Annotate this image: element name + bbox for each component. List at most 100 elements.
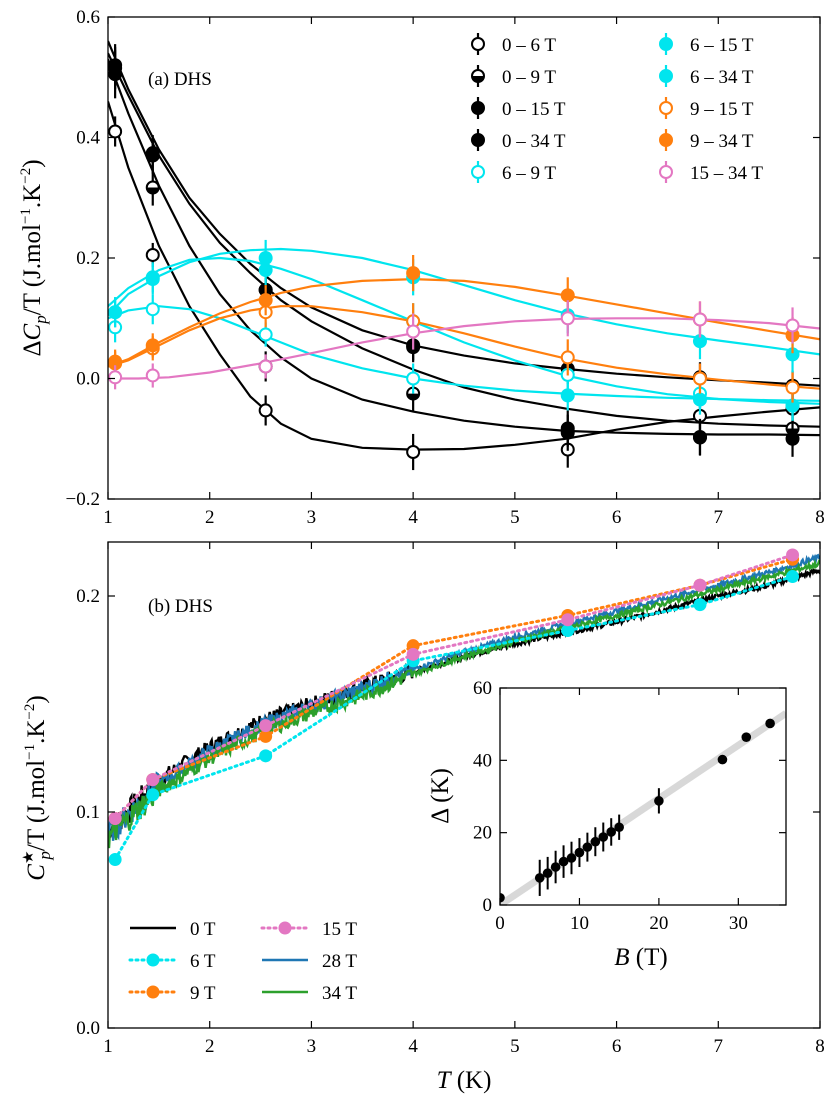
data-point-series-0-6 xyxy=(258,403,273,418)
fit-curve-series-9-34 xyxy=(108,277,820,368)
data-point-series-9-34 xyxy=(258,293,273,308)
inset-plot-area xyxy=(500,710,786,905)
legend-entry: 28 T xyxy=(262,951,357,972)
panel-b-plot-area xyxy=(108,548,820,867)
legend-marker xyxy=(659,69,673,83)
inset-gap-vs-field: 0 10 20 30 0 20 40 60 Δ (K) B (T) xyxy=(427,678,787,971)
data-point-series-6-9 xyxy=(145,302,160,317)
data-point-series-0-15 xyxy=(785,431,800,446)
legend-marker xyxy=(471,101,485,115)
panel-a-plot-area xyxy=(108,40,820,471)
panel-a-y-axis-label: ΔCp/T (J.mol−1.K−2) xyxy=(18,159,50,356)
data-point-series-0-9-half xyxy=(407,393,420,400)
legend-label: 0 – 9 T xyxy=(502,67,556,88)
panel-a-label: (a) DHS xyxy=(148,69,212,90)
panel-b-x-tick-label: 5 xyxy=(510,1036,520,1057)
panel-b-x-tick-label: 4 xyxy=(408,1036,418,1057)
panel-a-x-tick-label: 8 xyxy=(815,507,825,528)
data-point-series-9-34 xyxy=(560,288,575,303)
legend-label: 6 – 34 T xyxy=(690,67,754,88)
data-point-series-6-9 xyxy=(406,371,421,386)
legend-entry: 9 – 34 T xyxy=(659,129,754,152)
legend-entry: 0 – 34 T xyxy=(471,129,566,152)
legend-marker xyxy=(278,921,292,935)
data-point-6-T xyxy=(108,853,122,867)
inset-x-tick-label: 20 xyxy=(649,913,668,934)
data-point-series-9-34 xyxy=(406,266,421,281)
legend-marker xyxy=(471,165,485,179)
panel-a-x-tick-label: 7 xyxy=(714,507,724,528)
inset-data-point xyxy=(566,853,577,863)
inset-y-tick-label: 60 xyxy=(473,678,492,699)
panel-a-y-tick-label: 0.0 xyxy=(76,369,100,390)
legend-label: 0 – 15 T xyxy=(502,99,566,120)
panel-a-ticks: 1 2 3 4 5 6 7 8 −0.2 0.0 0.2 0.4 0.6 xyxy=(66,7,825,528)
data-point-series-0-6 xyxy=(108,124,123,139)
legend-label: 9 T xyxy=(190,983,216,1004)
legend-entry: 0 – 9 T xyxy=(471,65,556,88)
data-point-series-6-34 xyxy=(145,270,160,285)
panel-a-y-tick-label: 0.2 xyxy=(76,248,100,269)
data-point-series-0-34 xyxy=(108,58,123,73)
data-point-6-T xyxy=(786,570,800,584)
data-point-series-15-34 xyxy=(108,370,123,385)
data-point-series-6-15 xyxy=(692,392,707,407)
fit-curve-series-15-34 xyxy=(108,317,820,380)
legend-entry: 6 T xyxy=(128,951,216,972)
legend-entry: 6 – 34 T xyxy=(659,65,754,88)
data-point-series-9-15 xyxy=(560,350,575,365)
data-point-15-T xyxy=(693,578,707,592)
inset-y-tick-label: 40 xyxy=(473,750,492,771)
panel-a: 1 2 3 4 5 6 7 8 −0.2 0.0 0.2 0.4 0.6 (a) DHS 0 – 6 T… xyxy=(18,7,825,528)
fit-curve-series-0-6 xyxy=(108,101,820,451)
panel-b-x-tick-label: 8 xyxy=(815,1036,825,1057)
legend-entry: 34 T xyxy=(262,983,357,1004)
panel-a-x-tick-label: 5 xyxy=(510,507,520,528)
data-point-6-T xyxy=(693,598,707,612)
inset-data-point xyxy=(542,868,553,878)
data-point-15-T xyxy=(259,719,273,733)
panel-a-x-tick-label: 3 xyxy=(307,507,317,528)
fit-curve-series-0-15 xyxy=(108,52,820,428)
legend-label: 6 T xyxy=(190,951,216,972)
inset-y-tick-label: 20 xyxy=(473,823,492,844)
data-point-15-T xyxy=(406,647,420,661)
inset-x-tick-label: 0 xyxy=(495,913,505,934)
panel-b-frame xyxy=(107,541,821,1029)
data-point-series-15-34 xyxy=(692,312,707,327)
data-point-15-T xyxy=(786,548,800,562)
data-point-6-T xyxy=(146,788,160,802)
data-point-15-T xyxy=(561,613,575,627)
data-point-series-6-34 xyxy=(258,251,273,265)
inset-data-point xyxy=(582,842,593,852)
data-point-15-T xyxy=(146,773,160,787)
inset-data-point xyxy=(574,847,585,858)
data-point-series-0-34 xyxy=(145,146,160,161)
panel-b-y-tick-label: 0.2 xyxy=(76,586,100,607)
legend-label: 0 – 6 T xyxy=(502,35,556,56)
data-point-series-0-15 xyxy=(692,430,707,445)
legend-entry: 0 T xyxy=(130,919,216,940)
data-point-series-9-15 xyxy=(785,380,800,395)
inset-data-point xyxy=(717,754,728,765)
inset-y-tick-label: 0 xyxy=(483,895,493,916)
legend-label: 34 T xyxy=(322,983,357,1004)
legend-label: 15 – 34 T xyxy=(690,163,763,184)
legend-label: 9 – 34 T xyxy=(690,131,754,152)
legend-marker xyxy=(659,133,673,147)
data-point-series-9-34 xyxy=(145,338,160,353)
legend-marker xyxy=(659,165,673,179)
inset-data-point xyxy=(550,862,561,872)
legend-label: 9 – 15 T xyxy=(690,99,754,120)
legend-entry: 9 – 15 T xyxy=(659,97,754,120)
panel-b: 1 2 3 4 5 6 7 8 0.0 0.1 0.2 (b) DHS 0 T 6 T 9 T 15 T 2… xyxy=(21,541,825,1094)
legend-entry: 6 – 9 T xyxy=(471,161,556,184)
legend-entry: 15 – 34 T xyxy=(659,161,763,184)
data-point-6-T xyxy=(561,624,575,638)
panel-a-x-tick-label: 4 xyxy=(408,507,418,528)
panel-b-label: (b) DHS xyxy=(148,596,213,617)
inset-data-point xyxy=(765,718,775,729)
legend-marker xyxy=(146,985,160,999)
data-point-series-6-9 xyxy=(258,327,273,342)
inset-data-point xyxy=(606,827,617,837)
